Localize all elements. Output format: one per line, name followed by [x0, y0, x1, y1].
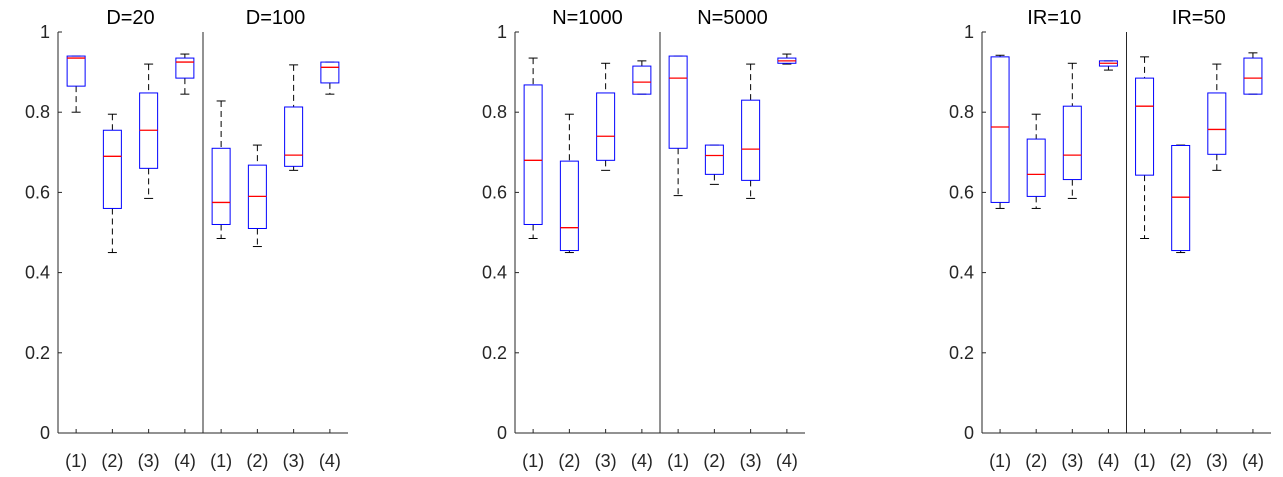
box: (2)	[703, 144, 725, 471]
chart-group: 0 0.2 0.4 0.6 0.8 1 N=1000 (1) (2) (3) (4) N=5000 (1…	[482, 7, 805, 471]
chart-group: 0 0.2 0.4 0.6 0.8 1 D=20 (1) (2) (3) (4) D=100 (1) (2…	[25, 7, 348, 471]
box: (1)	[522, 57, 544, 471]
y-tick-label: 0.4	[25, 263, 50, 283]
box-rect	[559, 160, 579, 252]
box-rect	[741, 99, 761, 181]
panel-title: D=100	[246, 7, 306, 29]
box: (4)	[174, 53, 196, 471]
x-tick-label: (3)	[1206, 451, 1228, 471]
x-tick-label: (1)	[522, 451, 544, 471]
box: (4)	[776, 53, 798, 471]
box-rect	[990, 56, 1010, 203]
box: (3)	[740, 63, 762, 471]
x-tick-label: (4)	[776, 451, 798, 471]
box: (2)	[1025, 113, 1047, 471]
box: (2)	[1170, 144, 1192, 471]
y-tick-label: 1	[40, 22, 50, 42]
x-tick-label: (2)	[703, 451, 725, 471]
x-tick-label: (2)	[1170, 451, 1192, 471]
x-tick-label: (1)	[989, 451, 1011, 471]
box-rect	[632, 65, 652, 95]
x-tick-label: (2)	[1025, 451, 1047, 471]
y-tick-label: 0	[964, 423, 974, 443]
box: (3)	[1061, 62, 1083, 471]
y-tick-label: 0.8	[482, 102, 507, 122]
x-tick-label: (1)	[65, 451, 87, 471]
x-tick-label: (4)	[1242, 451, 1264, 471]
box: (4)	[631, 60, 653, 471]
x-tick-label: (3)	[283, 451, 305, 471]
y-tick-label: 0.8	[949, 102, 974, 122]
box-rect	[1171, 144, 1191, 252]
y-tick-label: 0.4	[482, 263, 507, 283]
x-tick-label: (3)	[595, 451, 617, 471]
x-tick-label: (3)	[1061, 451, 1083, 471]
y-tick-label: 0	[497, 423, 507, 443]
box-rect	[320, 61, 340, 84]
panel-title: D=20	[106, 7, 154, 29]
box: (4)	[1242, 52, 1264, 471]
box: (4)	[319, 61, 341, 471]
y-tick-label: 0.2	[482, 343, 507, 363]
box: (2)	[246, 144, 268, 471]
box-rect	[175, 57, 195, 79]
box-rect	[211, 147, 231, 225]
box: (1)	[1134, 56, 1156, 471]
x-tick-label: (2)	[558, 451, 580, 471]
box-rect	[523, 84, 543, 225]
box: (1)	[210, 100, 232, 471]
box-rect	[1135, 77, 1155, 176]
x-tick-label: (1)	[1134, 451, 1156, 471]
y-tick-label: 0.2	[25, 343, 50, 363]
box: (3)	[283, 64, 305, 471]
box: (3)	[138, 63, 160, 471]
y-tick-label: 0.2	[949, 343, 974, 363]
x-tick-label: (4)	[319, 451, 341, 471]
y-tick-label: 0.8	[25, 102, 50, 122]
y-tick-label: 0.6	[25, 182, 50, 202]
x-tick-label: (4)	[631, 451, 653, 471]
box-rect	[1243, 57, 1263, 95]
box: (3)	[595, 62, 617, 471]
box: (1)	[667, 55, 689, 471]
box: (1)	[65, 55, 87, 471]
box-rect	[704, 144, 724, 175]
x-tick-label: (3)	[740, 451, 762, 471]
box-rect	[66, 55, 86, 87]
box: (3)	[1206, 63, 1228, 471]
y-tick-label: 0.6	[482, 182, 507, 202]
x-tick-label: (3)	[138, 451, 160, 471]
x-tick-label: (2)	[246, 451, 268, 471]
y-tick-label: 1	[497, 22, 507, 42]
x-tick-label: (4)	[1097, 451, 1119, 471]
panel-title: IR=10	[1027, 7, 1081, 29]
x-tick-label: (1)	[210, 451, 232, 471]
y-tick-label: 0.6	[949, 182, 974, 202]
x-tick-label: (2)	[101, 451, 123, 471]
box-rect	[102, 129, 122, 209]
box-rect	[284, 106, 304, 167]
chart-group: 0 0.2 0.4 0.6 0.8 1 IR=10 (1) (2) (3) (4) IR=50 (1) (…	[949, 7, 1271, 471]
box: (4)	[1097, 60, 1119, 471]
box-rect	[668, 55, 688, 149]
y-tick-label: 0.4	[949, 263, 974, 283]
x-tick-label: (1)	[667, 451, 689, 471]
box-rect	[596, 92, 616, 161]
y-tick-label: 0	[40, 423, 50, 443]
x-tick-label: (4)	[174, 451, 196, 471]
box: (2)	[558, 113, 580, 471]
box-rect	[1062, 105, 1082, 181]
box: (1)	[989, 54, 1011, 471]
panel-title: IR=50	[1172, 7, 1226, 29]
y-tick-label: 1	[964, 22, 974, 42]
box: (2)	[101, 113, 123, 471]
panel-title: N=1000	[552, 7, 623, 29]
panel-title: N=5000	[697, 7, 768, 29]
box-rect	[1026, 138, 1046, 197]
box-rect	[1207, 92, 1227, 155]
